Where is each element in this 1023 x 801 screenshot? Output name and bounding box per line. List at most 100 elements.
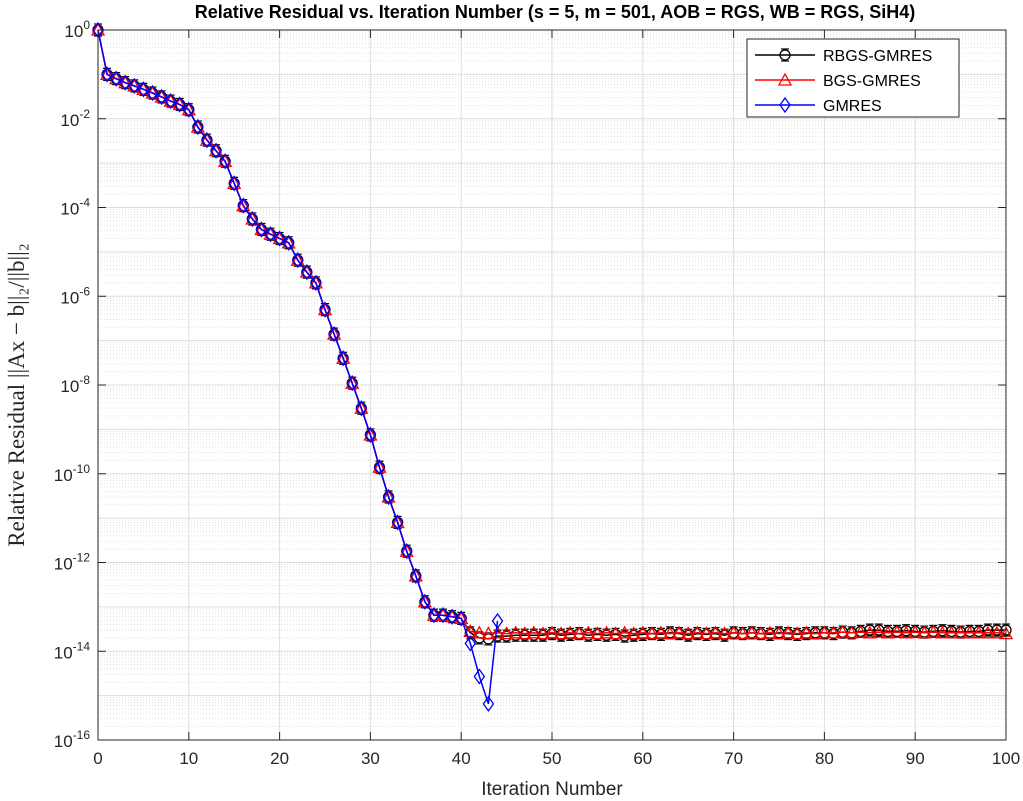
data-point xyxy=(336,350,351,364)
data-point xyxy=(190,119,205,133)
data-point xyxy=(346,375,359,392)
x-tick-label: 20 xyxy=(270,749,289,768)
data-point xyxy=(237,197,250,214)
data-point xyxy=(164,92,177,110)
data-point xyxy=(219,153,231,170)
y-tick-label: 10-2 xyxy=(60,107,90,130)
data-point xyxy=(290,252,305,266)
data-point xyxy=(109,71,124,85)
data-point xyxy=(363,427,378,441)
data-point xyxy=(455,610,467,627)
data-point xyxy=(635,625,650,639)
data-point xyxy=(662,626,678,640)
data-point xyxy=(935,625,950,639)
data-point xyxy=(817,625,832,639)
x-tick-label: 90 xyxy=(906,749,925,768)
data-point xyxy=(926,624,941,638)
data-point xyxy=(853,624,868,638)
data-point xyxy=(273,230,286,247)
data-point xyxy=(491,612,504,630)
data-point xyxy=(155,88,168,106)
data-point xyxy=(408,568,423,582)
data-point xyxy=(908,624,923,638)
data-point xyxy=(517,626,532,640)
y-axis-label: Relative Residual ||Ax − b||₂/||b||₂ xyxy=(4,243,29,546)
data-point xyxy=(864,624,876,636)
data-point xyxy=(708,625,723,639)
data-point xyxy=(726,625,741,639)
data-point xyxy=(128,77,141,95)
data-point xyxy=(299,264,314,278)
x-tick-label: 80 xyxy=(815,749,834,768)
x-tick-label: 60 xyxy=(633,749,652,768)
data-point xyxy=(281,235,296,249)
data-point xyxy=(110,70,122,87)
data-point xyxy=(980,625,995,639)
data-point xyxy=(790,626,805,640)
data-point xyxy=(291,252,304,269)
legend-entry: GMRES xyxy=(755,96,882,115)
data-point xyxy=(499,626,514,640)
data-point xyxy=(535,626,551,640)
data-point xyxy=(154,89,169,103)
data-point xyxy=(317,302,333,316)
data-point xyxy=(799,625,814,639)
data-point xyxy=(245,211,260,225)
legend-label: BGS-GMRES xyxy=(823,73,921,90)
data-point xyxy=(989,625,1005,639)
data-point xyxy=(590,626,605,640)
data-point xyxy=(944,625,959,639)
axis-ticks xyxy=(97,29,1007,741)
data-point xyxy=(310,274,322,292)
data-point xyxy=(744,625,759,639)
data-point xyxy=(263,226,278,240)
data-point xyxy=(437,607,449,624)
y-tick-label: 10-14 xyxy=(54,639,91,662)
x-tick-label: 0 xyxy=(93,749,102,768)
data-point xyxy=(644,626,659,640)
data-point xyxy=(119,74,132,91)
data-point xyxy=(319,301,331,318)
data-point xyxy=(880,625,896,639)
data-point xyxy=(862,625,877,639)
data-point xyxy=(400,543,413,560)
data-point xyxy=(255,221,268,238)
x-tick-label: 70 xyxy=(724,749,743,768)
data-point xyxy=(971,625,986,639)
x-tick-label: 100 xyxy=(992,749,1020,768)
data-point xyxy=(808,626,823,640)
legend: RBGS-GMRES BGS-GMRES GMRES xyxy=(746,38,960,118)
data-point xyxy=(364,426,377,444)
data-point xyxy=(599,625,614,639)
data-point xyxy=(373,459,386,476)
data-point xyxy=(699,626,714,640)
data-point xyxy=(717,626,732,640)
data-point xyxy=(735,626,750,640)
data-point xyxy=(617,625,632,639)
data-point xyxy=(137,81,150,98)
data-point xyxy=(381,489,396,503)
legend-label: RBGS-GMRES xyxy=(823,48,932,65)
chart-title: Relative Residual vs. Iteration Number (… xyxy=(195,2,916,22)
y-tick-label: 10-4 xyxy=(60,196,90,219)
data-point xyxy=(464,635,477,652)
data-point xyxy=(326,326,342,340)
data-point xyxy=(953,625,968,639)
data-point xyxy=(301,263,313,281)
data-point xyxy=(183,101,195,118)
data-point xyxy=(328,326,340,343)
data-point xyxy=(962,625,977,639)
data-point xyxy=(101,66,113,83)
data-point xyxy=(844,625,859,639)
data-point xyxy=(173,96,186,113)
data-point xyxy=(246,210,259,228)
data-point xyxy=(672,625,687,639)
data-point xyxy=(835,624,850,638)
data-point xyxy=(236,198,251,212)
data-point xyxy=(210,142,222,159)
data-point xyxy=(889,624,905,638)
legend-marker xyxy=(779,49,791,61)
data-point xyxy=(218,153,233,167)
data-point xyxy=(608,626,623,640)
data-point xyxy=(508,625,523,639)
